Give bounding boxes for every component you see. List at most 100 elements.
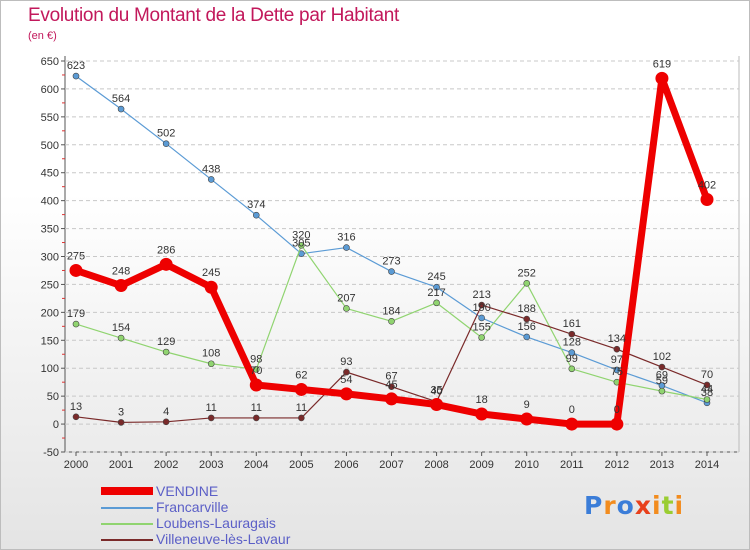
data-label: 213 — [472, 289, 490, 301]
data-label: 502 — [157, 128, 175, 140]
data-point — [568, 349, 576, 356]
data-point — [703, 381, 711, 389]
data-point — [430, 398, 444, 412]
data-label: 245 — [202, 267, 220, 279]
data-label: 286 — [157, 244, 175, 256]
data-label: 316 — [337, 232, 355, 244]
data-point — [252, 414, 260, 422]
data-label: 134 — [608, 333, 626, 345]
x-tick-label: 2012 — [605, 459, 629, 471]
data-label: 273 — [382, 256, 400, 268]
data-label: 188 — [518, 303, 536, 315]
x-tick-label: 2011 — [560, 459, 584, 471]
data-label: 93 — [340, 356, 352, 368]
legend-swatch — [101, 507, 153, 509]
data-label: 0 — [614, 404, 620, 416]
legend-label: VENDINE — [156, 483, 219, 499]
data-point — [388, 383, 395, 390]
y-tick-label: 300 — [41, 252, 59, 264]
data-point — [72, 413, 80, 421]
data-label: 619 — [653, 58, 671, 70]
logo-letter: P — [584, 491, 604, 520]
data-point — [294, 382, 308, 396]
y-tick-label: 150 — [41, 335, 59, 347]
y-tick-label: 650 — [41, 56, 59, 68]
data-label: 35 — [430, 385, 442, 397]
data-point — [69, 263, 83, 277]
data-label: 108 — [202, 348, 220, 360]
data-label: 44 — [701, 383, 713, 395]
unit-label: (en €) — [28, 30, 57, 42]
data-label: 374 — [247, 199, 265, 211]
data-point — [343, 244, 350, 251]
y-tick-label: 100 — [41, 363, 59, 375]
data-point — [523, 333, 531, 341]
chart-title: Evolution du Montant de la Dette par Hab… — [28, 5, 399, 26]
data-point — [298, 414, 305, 422]
data-point — [478, 314, 485, 322]
legend-label: Loubens-Lauragais — [156, 515, 276, 531]
data-point — [204, 280, 218, 294]
data-point — [252, 211, 260, 219]
data-label: 155 — [472, 321, 490, 333]
y-tick-label: 450 — [41, 168, 59, 180]
x-tick-label: 2010 — [514, 459, 538, 471]
data-label: 245 — [427, 271, 445, 283]
legend-swatch — [101, 523, 153, 525]
data-point — [523, 315, 531, 323]
data-label: 190 — [472, 302, 490, 314]
legend-swatch — [101, 539, 153, 541]
x-tick-label: 2000 — [64, 459, 88, 471]
data-point — [478, 301, 485, 309]
data-label: 217 — [427, 287, 445, 299]
data-point — [655, 71, 669, 85]
x-tick-label: 2007 — [379, 459, 403, 471]
data-point — [475, 407, 489, 421]
data-point — [385, 392, 398, 406]
y-tick-label: 400 — [41, 196, 59, 208]
data-label: 99 — [566, 353, 578, 365]
data-label: 3 — [118, 406, 124, 418]
data-label: 70 — [701, 369, 713, 381]
x-tick-label: 2014 — [695, 459, 719, 471]
data-point — [339, 387, 353, 401]
data-point — [388, 317, 395, 325]
y-tick-label: 350 — [41, 224, 59, 236]
data-label: 156 — [518, 321, 536, 333]
proxiti-logo: Proxiti — [584, 491, 684, 520]
logo-letter: i — [652, 491, 662, 520]
x-tick-label: 2004 — [244, 459, 268, 471]
y-tick-label: 550 — [41, 112, 59, 124]
data-point — [207, 360, 215, 368]
data-point — [207, 414, 215, 422]
data-label: 402 — [698, 180, 716, 192]
data-label: 38 — [701, 387, 713, 399]
data-label: 564 — [112, 93, 130, 105]
data-label: 102 — [653, 351, 671, 363]
data-label: 40 — [430, 386, 442, 398]
data-label: 11 — [206, 402, 217, 414]
data-point — [658, 387, 666, 395]
data-label: 9 — [524, 399, 530, 411]
data-point — [298, 242, 305, 249]
y-tick-label: 0 — [53, 419, 59, 431]
data-label: 623 — [67, 60, 85, 72]
x-tick-label: 2002 — [154, 459, 178, 471]
data-label: 438 — [202, 163, 220, 175]
data-label: 18 — [476, 394, 488, 406]
data-label: 54 — [340, 374, 352, 386]
data-point — [207, 176, 215, 183]
y-tick-label: 200 — [41, 307, 59, 319]
legend-label: Villeneuve-lès-Lavaur — [156, 531, 291, 547]
data-point — [117, 105, 125, 113]
x-tick-label: 2006 — [334, 459, 358, 471]
logo-letter: x — [634, 491, 652, 520]
data-point — [610, 417, 624, 431]
data-label: 11 — [251, 402, 262, 414]
data-label: 62 — [295, 369, 307, 381]
data-label: 75 — [611, 366, 623, 378]
legend-label: Francarville — [156, 499, 229, 515]
data-label: 59 — [656, 375, 668, 387]
data-label: 128 — [563, 337, 581, 349]
